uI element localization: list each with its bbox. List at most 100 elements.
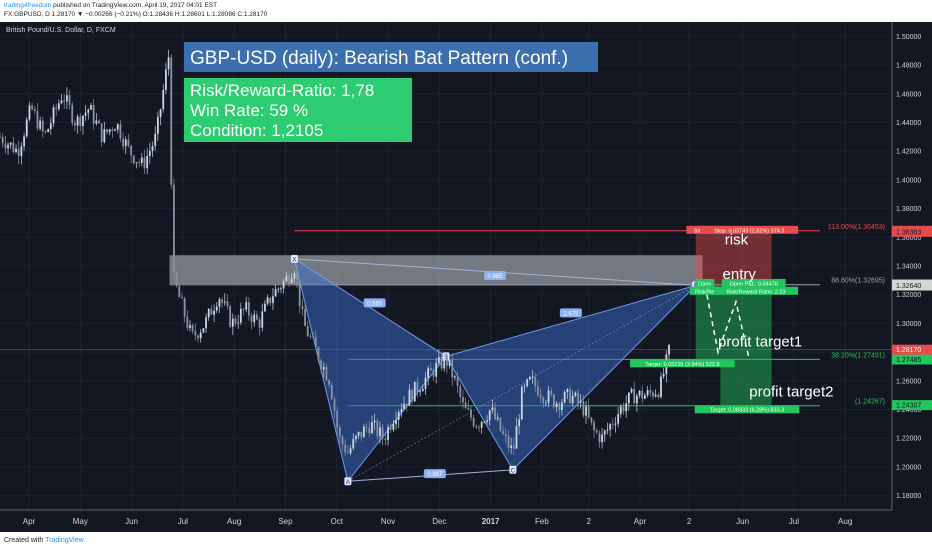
candle-body: [320, 360, 323, 370]
candle-body: [379, 427, 381, 437]
price-axis-tag-label: 1.27485: [896, 357, 921, 364]
candle-body: [346, 452, 349, 454]
candle-body: [333, 398, 336, 412]
candle-body: [309, 336, 312, 338]
pattern-ratio-badge: [484, 271, 507, 281]
candle-body: [657, 394, 660, 398]
projected-path: [706, 294, 751, 360]
candle-body: [47, 129, 50, 133]
annotation-text: profit target1: [718, 333, 802, 350]
time-tick-label: Jul: [178, 517, 188, 526]
candle-body: [148, 150, 151, 156]
candle-body: [12, 142, 15, 153]
time-tick-label: Jul: [789, 517, 799, 526]
candle-body: [170, 57, 173, 185]
candle-body: [389, 427, 392, 430]
candle-body: [274, 288, 277, 297]
candle-body: [421, 388, 424, 392]
candle-body: [360, 431, 363, 438]
price-tick-label: 1.34000: [896, 264, 921, 271]
candle-body: [215, 306, 218, 311]
candle-body: [33, 109, 36, 112]
candle-body: [52, 107, 55, 124]
candle-body: [553, 394, 555, 407]
candle-body: [247, 302, 250, 316]
candle-body: [491, 407, 494, 411]
candle-body: [357, 431, 360, 436]
candle-body: [221, 299, 224, 303]
candle-body: [443, 355, 446, 369]
candle-body: [496, 417, 499, 420]
candle-body: [603, 430, 606, 435]
candle-body: [285, 276, 288, 282]
candle-body: [397, 411, 400, 420]
pattern-point-label: X: [292, 257, 296, 263]
candle-body: [472, 417, 475, 427]
chart-area[interactable]: 113.00%(1.36453) 88.60%(1.32695) 38.20%(1.…: [0, 22, 932, 532]
candle-body: [595, 430, 598, 433]
candle-body: [261, 311, 264, 328]
candle-body: [250, 315, 253, 323]
tradingview-link[interactable]: TradingView: [45, 537, 84, 544]
candle-body: [84, 112, 87, 116]
candle-body: [625, 403, 628, 412]
candle-body: [66, 95, 68, 102]
candle-body: [598, 432, 601, 443]
candle-body: [122, 138, 124, 147]
candle-body: [662, 374, 665, 377]
candle-body: [569, 388, 571, 404]
candle-body: [181, 297, 183, 299]
candle-body: [429, 368, 432, 371]
candle-body: [175, 271, 178, 286]
candle-body: [488, 410, 491, 421]
candle-body: [336, 411, 339, 428]
fib-level-label: (1.24267): [855, 399, 885, 406]
candle-body: [20, 146, 23, 157]
pattern-point-marker: [509, 465, 517, 474]
candle-body: [571, 395, 574, 404]
time-tick-label: Aug: [227, 517, 241, 526]
candle-body: [652, 392, 654, 397]
pattern-ratio-badge: [363, 298, 386, 308]
candle-body: [98, 120, 100, 124]
candle-body: [7, 144, 9, 149]
time-tick-label: Nov: [381, 517, 395, 526]
position-label: Risk/Re: [695, 289, 714, 295]
author-link[interactable]: trading4freedom: [4, 2, 52, 9]
candle-body: [593, 422, 595, 431]
candle-body: [293, 273, 296, 279]
position-label-bg: [713, 286, 799, 295]
candle-body: [510, 445, 513, 448]
candle-body: [606, 429, 609, 431]
candle-body: [459, 385, 462, 397]
candle-body: [156, 116, 159, 134]
created-with-text: Created with: [4, 537, 44, 544]
candle-body: [512, 445, 515, 449]
candle-body: [245, 302, 248, 310]
candle-body: [63, 100, 66, 102]
position-label: Open: [698, 281, 711, 287]
candle-body: [494, 407, 496, 420]
candle-body: [4, 143, 7, 149]
candle-body: [577, 392, 579, 403]
candle-body: [146, 155, 149, 169]
time-tick-label: Feb: [535, 517, 549, 526]
candle-body: [234, 318, 237, 324]
candle-body: [646, 390, 649, 396]
candle-body: [395, 419, 397, 425]
candle-body: [189, 325, 191, 329]
candle-body: [480, 421, 483, 428]
position-label-bg: [630, 359, 735, 368]
candle-body: [9, 142, 12, 145]
candle-body: [545, 402, 547, 404]
candle-body: [668, 344, 670, 355]
price-chart[interactable]: 113.00%(1.36453) 88.60%(1.32695) 38.20%(1.…: [0, 22, 932, 532]
candle-body: [239, 308, 242, 323]
candle-body: [563, 392, 566, 403]
candle-body: [36, 111, 39, 129]
risk-zone: [720, 230, 772, 286]
position-label-bg: [689, 286, 720, 295]
time-tick-label: 2: [687, 517, 692, 526]
pattern-ratio-label: 1.675: [563, 311, 579, 317]
stat-risk-reward: Risk/Reward-Ratio: 1,78: [190, 81, 374, 100]
